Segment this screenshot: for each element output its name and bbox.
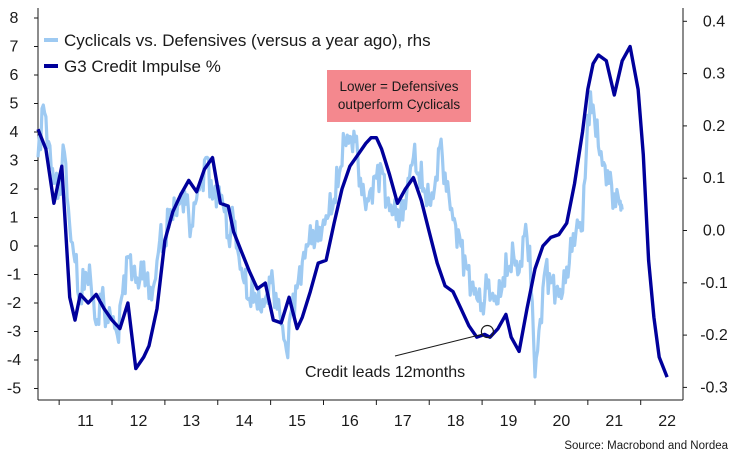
series-layer [36,44,669,379]
annotation-leader [394,334,482,357]
x-tick-label: 18 [447,413,465,430]
left-tick-label: 3 [10,153,19,170]
left-tick-label: -1 [7,267,21,284]
left-tick-label: 1 [10,210,19,227]
x-tick-label: 17 [394,413,412,430]
left-tick-label: 0 [10,238,19,255]
x-tick-label: 14 [235,413,253,430]
annotation: Credit leads 12months [305,324,494,381]
right-tick-label: 0.2 [703,118,725,135]
x-tick-label: 13 [182,413,200,430]
left-tick-label: -2 [7,295,21,312]
right-tick-label: 0.0 [703,223,725,240]
annotation-circle [480,324,494,339]
note-line-1: Lower = Defensives [339,79,459,94]
left-tick-label: -3 [7,324,21,341]
right-tick-label: 0.1 [703,170,725,187]
left-tick-label: -5 [7,381,21,398]
x-tick-label: 22 [658,413,676,430]
right-tick-label: 0.4 [703,13,725,30]
right-tick-label: -0.1 [700,275,728,292]
annotation-label: Credit leads 12months [305,364,465,381]
x-tick-label: 19 [500,413,518,430]
x-tick-label: 12 [130,413,148,430]
right-tick-label: -0.2 [700,327,728,344]
series-line [36,90,624,379]
series-line [36,44,669,378]
left-tick-label: 8 [10,10,19,27]
left-tick-label: 6 [10,67,19,84]
left-tick-label: 2 [10,181,19,198]
legend-label: Cyclicals vs. Defensives (versus a year … [64,31,431,50]
right-tick-label: -0.3 [700,379,728,396]
axis-ticks: -5-4-3-2-1012345678-0.3-0.2-0.10.00.10.2… [7,10,728,430]
legend-label: G3 Credit Impulse % [64,57,221,76]
x-tick-label: 21 [605,413,623,430]
note-box: Lower = Defensives outperform Cyclicals [327,70,471,122]
note-line-2: outperform Cyclicals [337,97,461,112]
legend: Cyclicals vs. Defensives (versus a year … [44,31,431,76]
x-tick-label: 11 [77,413,94,430]
left-tick-label: 5 [10,96,19,113]
x-tick-label: 16 [341,413,359,430]
left-tick-label: 7 [10,39,19,56]
x-tick-label: 15 [288,413,306,430]
left-tick-label: -4 [7,352,21,369]
right-tick-label: 0.3 [703,66,725,83]
source-note: Source: Macrobond and Nordea [564,440,728,452]
left-tick-label: 4 [10,124,19,141]
x-tick-label: 20 [553,413,571,430]
